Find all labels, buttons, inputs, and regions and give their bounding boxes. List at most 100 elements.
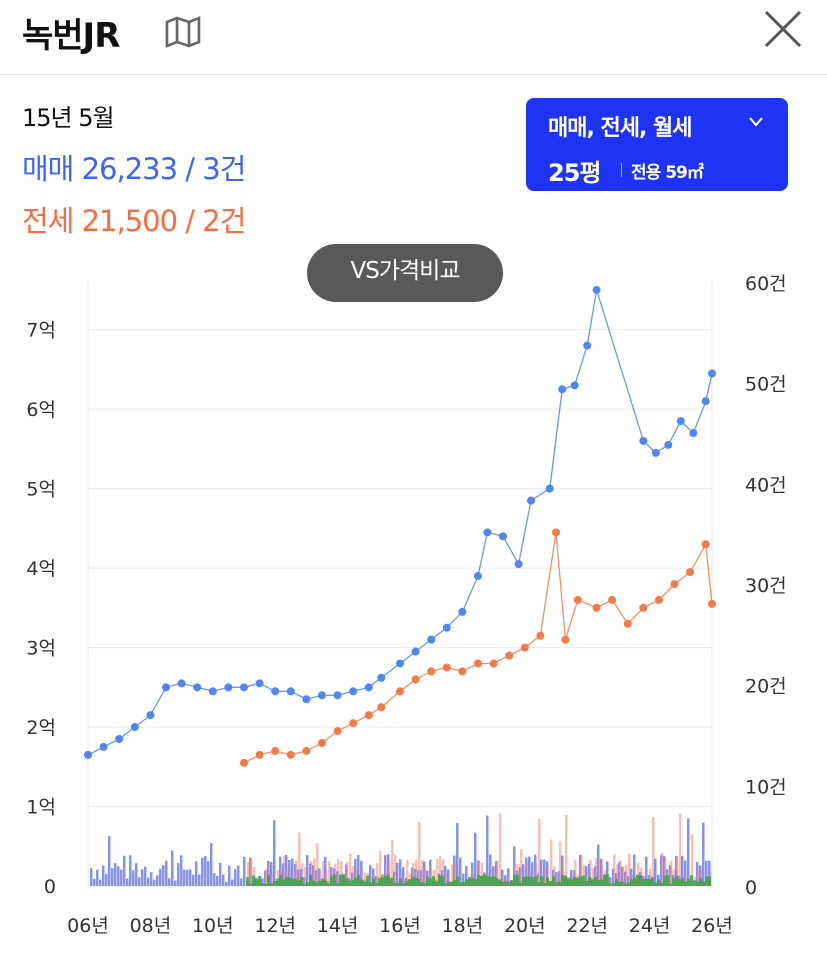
volume-bar: [339, 874, 342, 886]
volume-bar: [522, 864, 525, 886]
volume-bar: [681, 856, 684, 886]
x-tick-label: 06년: [67, 915, 109, 937]
volume-bar: [402, 867, 405, 886]
y-tick-label-left: 6억: [26, 399, 56, 421]
volume-bar: [574, 860, 577, 886]
volume-bar: [669, 883, 672, 886]
volume-bar: [108, 835, 111, 886]
volume-bar: [150, 872, 153, 886]
deal-filter-button[interactable]: 매매, 전세, 월세 25평 전용 59㎡: [526, 98, 788, 191]
volume-bar: [442, 859, 445, 886]
volume-bar: [582, 875, 585, 886]
data-point: [302, 746, 311, 755]
volume-bar: [705, 876, 708, 886]
volume-bar: [369, 882, 372, 886]
chevron-down-icon: [749, 117, 763, 127]
volume-bar: [556, 874, 559, 886]
volume-bar: [250, 858, 253, 886]
volume-bar: [421, 859, 424, 886]
data-point: [558, 385, 567, 394]
volume-bar: [240, 878, 243, 886]
volume-bar: [624, 883, 627, 886]
volume-bar: [298, 832, 301, 886]
volume-bar: [268, 860, 271, 886]
volume-bar: [531, 877, 534, 886]
volume-bar: [417, 879, 420, 886]
volume-bar: [273, 880, 276, 886]
volume-bar: [678, 879, 681, 886]
data-point: [286, 687, 295, 696]
data-point: [377, 703, 386, 712]
volume-bar: [333, 874, 336, 886]
volume-bar: [159, 868, 162, 886]
volume-bar: [621, 881, 624, 886]
volume-bar: [366, 875, 369, 886]
data-point: [411, 675, 420, 684]
volume-bar: [486, 875, 489, 886]
volume-bar: [102, 865, 105, 886]
volume-bar: [342, 874, 345, 886]
volume-bar: [447, 869, 450, 886]
volume-bar: [645, 856, 648, 886]
volume-bar: [553, 866, 556, 886]
volume-bar: [543, 883, 546, 886]
volume-bar: [639, 875, 642, 886]
volume-bar: [519, 882, 522, 886]
data-point: [271, 687, 280, 696]
volume-bar: [697, 866, 700, 886]
volume-bars: [90, 813, 712, 886]
volume-bar: [495, 878, 498, 886]
data-point: [623, 619, 632, 628]
volume-bar: [273, 820, 276, 886]
data-point: [505, 651, 514, 660]
volume-bar: [195, 861, 198, 886]
volume-bar: [615, 879, 618, 886]
volume-bar: [198, 874, 201, 886]
x-tick-label: 14년: [317, 915, 359, 937]
volume-bar: [411, 876, 414, 886]
volume-bar: [510, 880, 513, 886]
volume-bar: [258, 876, 261, 886]
volume-bar: [648, 878, 651, 886]
data-point: [427, 635, 436, 644]
volume-bar: [306, 855, 309, 886]
volume-bar: [651, 877, 654, 886]
volume-bar: [312, 880, 315, 886]
volume-bar: [183, 869, 186, 886]
volume-bar: [357, 874, 360, 886]
volume-bar: [618, 881, 621, 886]
volume-bar: [567, 877, 570, 886]
volume-bar: [456, 823, 459, 886]
volume-bar: [361, 869, 364, 886]
volume-bar: [313, 858, 316, 886]
volume-bar: [303, 883, 306, 886]
volume-bar: [415, 859, 418, 886]
volume-bar: [546, 877, 549, 886]
volume-bar: [492, 875, 495, 886]
y-tick-label-left: 5억: [26, 479, 56, 501]
data-point: [583, 341, 592, 350]
volume-bar: [270, 883, 273, 886]
volume-bar: [664, 858, 667, 886]
volume-bar: [324, 880, 327, 886]
volume-bar: [673, 868, 676, 886]
data-point: [608, 595, 617, 604]
volume-bar: [279, 875, 282, 886]
volume-bar: [444, 883, 447, 886]
volume-bar: [192, 874, 195, 886]
volume-bar: [289, 866, 292, 886]
volume-bar: [691, 834, 694, 886]
map-icon[interactable]: [164, 16, 202, 48]
volume-bar: [321, 878, 324, 886]
y-tick-label-right: 60건: [745, 273, 787, 295]
volume-bar: [225, 881, 228, 886]
close-icon[interactable]: [760, 6, 806, 52]
volume-bar: [219, 862, 222, 886]
volume-bar: [316, 843, 319, 886]
volume-bar: [700, 870, 703, 886]
vs-compare-button[interactable]: VS가격비교: [307, 244, 503, 302]
data-point: [255, 679, 264, 688]
volume-bar: [439, 855, 442, 886]
data-point: [115, 734, 124, 743]
volume-bar: [186, 869, 189, 886]
